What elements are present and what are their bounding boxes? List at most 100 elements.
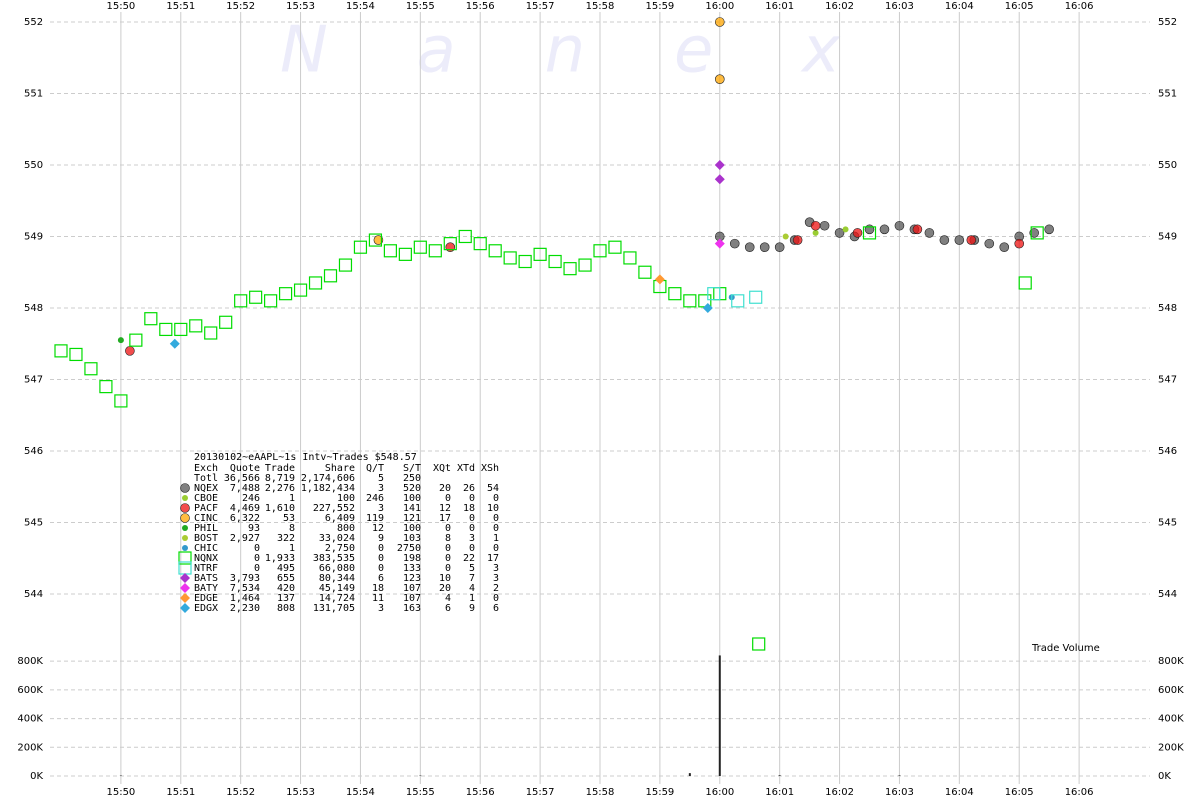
legend-cell: 2,750 <box>325 543 355 554</box>
legend-cell: 7 <box>469 573 475 584</box>
legend-header: Exch <box>194 463 218 474</box>
legend-cell: 6 <box>445 603 451 614</box>
trade-marker <box>842 226 849 233</box>
legend-cell: 53 <box>283 513 295 524</box>
trade-marker <box>548 254 562 269</box>
x-tick-label: 16:01 <box>765 787 794 798</box>
legend-cell: 7,534 <box>230 583 260 594</box>
legend-cell: 4 <box>469 583 475 594</box>
legend-cell: 80,344 <box>319 573 355 584</box>
legend-cell: 0 <box>493 523 499 534</box>
x-tick-label: 16:06 <box>1065 787 1094 798</box>
legend-cell: 322 <box>277 533 295 544</box>
trade-marker <box>398 247 412 261</box>
legend-cell: 66,080 <box>319 563 355 574</box>
trade-marker <box>759 242 770 253</box>
trade-marker <box>1014 238 1025 249</box>
trade-marker <box>563 262 577 276</box>
legend-cell: 246 <box>242 493 260 504</box>
legend-cell: 45,149 <box>319 583 355 594</box>
volume-bar <box>778 775 781 776</box>
legend-cell: 1,182,434 <box>301 483 355 494</box>
trade-marker <box>249 290 263 304</box>
volume-tick-label: 600K <box>17 685 43 696</box>
trade-marker <box>862 226 877 240</box>
y-tick-label: 549 <box>24 231 43 242</box>
trade-marker <box>707 287 721 301</box>
trade-marker <box>234 294 248 308</box>
trade-marker <box>189 319 203 333</box>
trade-marker <box>714 174 725 185</box>
legend-cell: 5 <box>469 563 475 574</box>
legend-cell: 0 <box>445 553 451 564</box>
volume-tick-label: 800K <box>17 656 43 667</box>
volume-tick-label: 400K <box>1158 714 1184 725</box>
legend-cell: 3 <box>493 563 499 574</box>
trade-marker <box>129 333 143 347</box>
trade-marker <box>54 344 68 358</box>
legend-name: BATY <box>194 583 218 594</box>
trade-marker <box>792 235 803 245</box>
legend-cell: 11 <box>372 593 384 604</box>
trade-marker <box>879 224 890 235</box>
trade-marker <box>169 338 180 349</box>
volume-tick-label: 200K <box>17 742 43 753</box>
trade-marker <box>578 258 592 272</box>
legend-cell: 6 <box>378 573 384 584</box>
legend-cell: 0 <box>378 543 384 554</box>
legend-total: Totl <box>194 473 218 484</box>
trade-marker <box>894 220 905 231</box>
trade-marker <box>503 251 517 265</box>
trade-marker <box>219 315 233 329</box>
legend-header: Q/T <box>366 463 384 474</box>
x-tick-label: 16:01 <box>765 1 794 12</box>
trade-marker <box>443 237 457 251</box>
legend-cell: 808 <box>277 603 295 614</box>
legend-cell: 103 <box>403 533 421 544</box>
trade-marker <box>654 274 665 285</box>
y-tick-label: 551 <box>1158 88 1177 99</box>
trade-marker <box>966 235 977 245</box>
x-tick-label: 15:58 <box>586 787 615 798</box>
trade-marker <box>810 220 821 231</box>
x-tick-label: 15:55 <box>406 787 435 798</box>
legend-cell: 141 <box>403 503 421 514</box>
legend-total: 36,566 <box>224 473 260 484</box>
trade-marker <box>774 242 785 253</box>
legend-title: 20130102~eAAPL~1s Intv~Trades $548.57 <box>194 452 417 463</box>
legend-cell: 26 <box>463 483 475 494</box>
legend-cell: 420 <box>277 583 295 594</box>
legend-cell: 0 <box>493 493 499 504</box>
legend-cell: 1,610 <box>265 503 295 514</box>
legend-cell: 133 <box>403 563 421 574</box>
trade-marker <box>864 224 875 235</box>
legend-cell: 0 <box>469 543 475 554</box>
legend-name: PACF <box>194 503 218 514</box>
legend-cell: 9 <box>469 603 475 614</box>
trade-marker <box>373 235 384 245</box>
legend-name: BATS <box>194 573 218 584</box>
x-tick-label: 16:00 <box>705 787 734 798</box>
volume-bar <box>718 655 721 776</box>
legend-total: 250 <box>403 473 421 484</box>
legend-cell: 17 <box>487 553 499 564</box>
legend-cell: 0 <box>378 563 384 574</box>
x-tick-label: 16:05 <box>1005 787 1034 798</box>
legend-header: XSh <box>481 463 499 474</box>
legend-cell: 107 <box>403 593 421 604</box>
x-tick-label: 15:59 <box>645 787 674 798</box>
legend-cell: 119 <box>366 513 384 524</box>
legend-cell: 2,927 <box>230 533 260 544</box>
trade-marker <box>353 240 368 254</box>
trade-marker <box>729 238 740 249</box>
trade-marker <box>984 238 995 249</box>
x-tick-label: 15:53 <box>286 787 315 798</box>
legend-name: CHIC <box>194 543 218 554</box>
trade-marker <box>338 258 353 272</box>
legend-cell: 3,793 <box>230 573 260 584</box>
legend-marker <box>180 583 190 593</box>
trade-marker <box>714 74 725 84</box>
trade-marker <box>939 235 950 245</box>
legend-cell: 2,230 <box>230 603 260 614</box>
legend-cell: 14,724 <box>319 593 355 604</box>
